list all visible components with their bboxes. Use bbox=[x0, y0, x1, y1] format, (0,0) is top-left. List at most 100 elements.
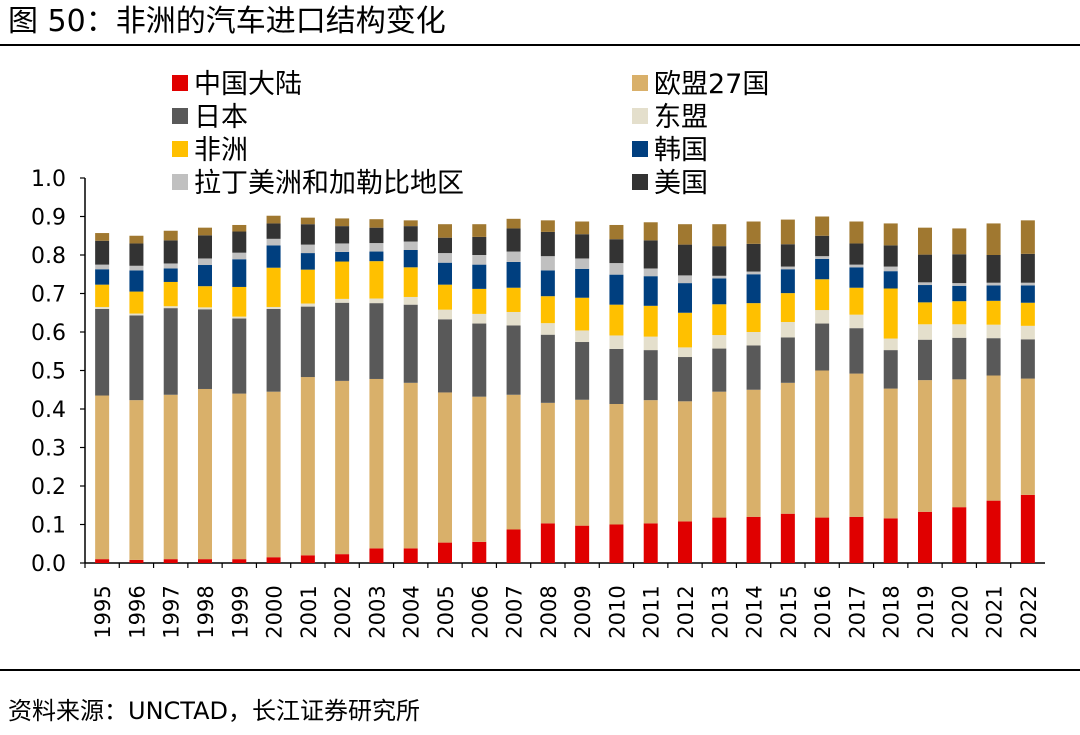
bar-segment bbox=[575, 399, 590, 526]
legend-label: 拉丁美洲和加勒比地区 bbox=[194, 168, 464, 199]
bar-stack bbox=[198, 227, 212, 563]
x-tick-label: 2020 bbox=[948, 585, 972, 638]
bar-segment bbox=[369, 261, 384, 299]
x-tick-label: 1998 bbox=[194, 585, 218, 638]
bar-stack bbox=[335, 218, 350, 563]
bar-segment bbox=[1020, 285, 1035, 303]
y-tick-label: 0.5 bbox=[31, 360, 66, 385]
bar-segment bbox=[540, 220, 555, 232]
bar-segment bbox=[952, 301, 967, 325]
bar-segment bbox=[472, 255, 487, 265]
bar-segment bbox=[609, 524, 624, 563]
bar-segment bbox=[266, 306, 281, 309]
bar-segment bbox=[369, 548, 384, 563]
bar-segment bbox=[849, 221, 864, 244]
bar-segment bbox=[232, 559, 247, 563]
bar-stack bbox=[472, 224, 487, 563]
bar-segment bbox=[952, 324, 967, 338]
bar-segment bbox=[438, 392, 452, 543]
x-tick-label: 2004 bbox=[400, 585, 424, 638]
legend-item: 美国 bbox=[632, 168, 708, 199]
bar-segment bbox=[335, 554, 350, 563]
bar-segment bbox=[986, 300, 1001, 325]
bar-segment bbox=[163, 263, 178, 269]
bar-segment bbox=[678, 275, 692, 284]
bar-stack bbox=[575, 221, 590, 563]
bar-segment bbox=[95, 240, 110, 265]
bar-segment bbox=[712, 517, 727, 563]
bar-segment bbox=[575, 342, 590, 400]
bar-segment bbox=[609, 403, 624, 525]
bar-stack bbox=[609, 224, 624, 563]
bar-segment bbox=[986, 338, 1001, 376]
bar-segment bbox=[540, 296, 555, 324]
y-tick-label: 0.8 bbox=[31, 244, 66, 269]
x-tick-label: 2012 bbox=[674, 585, 698, 638]
legend-swatch bbox=[172, 174, 188, 190]
bar-segment bbox=[815, 235, 830, 257]
bar-segment bbox=[266, 238, 281, 246]
bar-segment bbox=[575, 234, 590, 259]
bar-segment bbox=[746, 243, 761, 272]
bar-segment bbox=[609, 348, 624, 404]
x-tick-label: 2003 bbox=[365, 585, 389, 638]
bar-segment bbox=[335, 243, 350, 252]
bar-segment bbox=[952, 254, 967, 284]
bar-segment bbox=[438, 309, 452, 320]
bar-stack bbox=[506, 218, 521, 563]
bar-segment bbox=[849, 267, 864, 288]
legend-label: 美国 bbox=[654, 168, 708, 199]
bar-segment bbox=[986, 282, 1001, 286]
bottom-rule bbox=[0, 669, 1080, 671]
bar-segment bbox=[1020, 220, 1035, 254]
bar-stack bbox=[986, 223, 1001, 563]
bar-stack bbox=[540, 220, 555, 563]
bar-segment bbox=[335, 251, 350, 262]
bar-segment bbox=[438, 253, 452, 263]
bar-segment bbox=[609, 224, 624, 240]
bar-segment bbox=[678, 244, 692, 276]
bar-segment bbox=[540, 270, 555, 297]
bar-segment bbox=[506, 228, 521, 252]
bar-segment bbox=[266, 391, 281, 558]
legend-label: 东盟 bbox=[654, 102, 708, 133]
bar-segment bbox=[849, 264, 864, 268]
bar-segment bbox=[403, 220, 418, 227]
bar-segment bbox=[815, 517, 830, 563]
bar-segment bbox=[1020, 302, 1035, 326]
bar-segment bbox=[1020, 494, 1035, 563]
bar-stack bbox=[678, 224, 692, 563]
bar-segment bbox=[780, 269, 795, 294]
bar-segment bbox=[506, 218, 521, 229]
bar-segment bbox=[986, 285, 1001, 301]
bar-segment bbox=[1020, 253, 1035, 283]
bar-segment bbox=[849, 287, 864, 315]
bar-segment bbox=[575, 297, 590, 331]
bar-stack bbox=[95, 233, 110, 563]
bar-segment bbox=[300, 244, 315, 254]
bar-segment bbox=[129, 315, 144, 401]
x-tick-label: 2007 bbox=[503, 585, 527, 638]
bar-stack bbox=[403, 220, 418, 563]
bar-segment bbox=[335, 298, 350, 303]
bar-segment bbox=[266, 557, 281, 563]
bar-segment bbox=[849, 243, 864, 265]
bar-segment bbox=[883, 271, 898, 289]
bar-segment bbox=[472, 396, 487, 542]
y-tick-label: 0.1 bbox=[31, 514, 66, 539]
y-tick-label: 0.3 bbox=[31, 437, 66, 462]
bar-segment bbox=[300, 269, 315, 304]
bar-segment bbox=[266, 308, 281, 392]
x-tick-labels: 1995 1996 1997 1998 1999 2000 2001 2002 2003 2004… bbox=[91, 585, 1041, 638]
bar-stack bbox=[952, 228, 967, 563]
legend-swatch bbox=[632, 174, 648, 190]
bar-segment bbox=[575, 258, 590, 269]
bar-segment bbox=[129, 243, 144, 266]
x-tick-label: 1997 bbox=[160, 585, 184, 638]
bar-segment bbox=[472, 541, 487, 563]
legend-label: 欧盟27国 bbox=[654, 69, 769, 100]
x-tick-label: 2011 bbox=[640, 585, 664, 638]
bar-segment bbox=[952, 283, 967, 286]
chart-bars bbox=[95, 215, 1035, 563]
bar-segment bbox=[129, 235, 144, 244]
